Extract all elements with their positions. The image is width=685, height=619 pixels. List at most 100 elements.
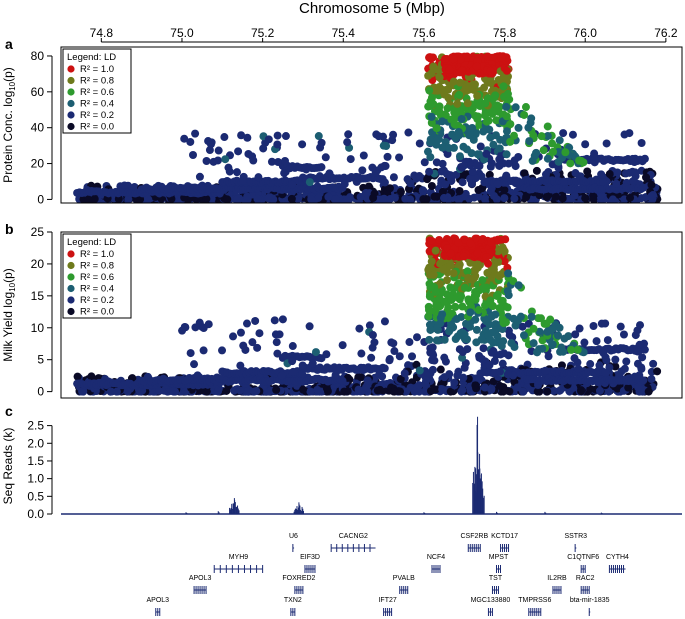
snp-point bbox=[323, 387, 332, 396]
snp-point bbox=[548, 147, 557, 156]
snp-point bbox=[480, 383, 489, 392]
snp-point bbox=[288, 342, 297, 351]
snp-point bbox=[456, 55, 465, 64]
y-tick-label: 80 bbox=[31, 49, 45, 63]
snp-point bbox=[254, 173, 263, 182]
snp-point bbox=[555, 323, 564, 332]
x-tick-label: 76.0 bbox=[574, 26, 598, 40]
snp-point bbox=[543, 387, 552, 396]
snp-point bbox=[479, 127, 488, 136]
legend-entry-label: R² = 0.6 bbox=[80, 87, 114, 98]
y-label-sub: 10 bbox=[8, 282, 17, 291]
snp-point bbox=[495, 144, 504, 153]
legend-entry-label: R² = 0.8 bbox=[80, 76, 114, 87]
snp-point bbox=[324, 192, 333, 201]
snp-point bbox=[520, 110, 529, 119]
snp-point bbox=[527, 312, 536, 321]
snp-point bbox=[457, 66, 466, 75]
snp-point bbox=[647, 375, 656, 384]
legend-title: Legend: LD bbox=[67, 52, 116, 63]
snp-point bbox=[427, 257, 436, 266]
snp-point bbox=[321, 153, 330, 162]
snp-point bbox=[288, 180, 297, 189]
snp-point bbox=[363, 376, 372, 385]
snp-point bbox=[581, 140, 590, 149]
snp-point bbox=[511, 103, 520, 112]
x-tick-label: 74.8 bbox=[90, 26, 114, 40]
snp-point bbox=[305, 322, 314, 331]
snp-point bbox=[334, 366, 343, 375]
data-points bbox=[73, 234, 662, 396]
y-tick-label: 0 bbox=[37, 385, 44, 399]
snp-point bbox=[471, 174, 480, 183]
snp-point bbox=[516, 312, 525, 321]
snp-point bbox=[592, 337, 601, 346]
snp-point bbox=[340, 387, 349, 396]
snp-point bbox=[402, 387, 411, 396]
snp-point bbox=[473, 249, 482, 258]
snp-point bbox=[458, 302, 467, 311]
snp-point bbox=[543, 154, 552, 163]
snp-point bbox=[443, 104, 452, 113]
snp-point bbox=[637, 364, 646, 373]
top-x-axis: 74.8 75.0 75.2 75.4 75.6 75.8 76.0 76.2 bbox=[90, 26, 678, 43]
snp-point bbox=[611, 355, 620, 364]
snp-point bbox=[494, 257, 503, 266]
snp-point bbox=[468, 167, 477, 176]
snp-point bbox=[485, 361, 494, 370]
snp-point bbox=[493, 180, 502, 189]
snp-point bbox=[620, 130, 629, 139]
snp-point bbox=[637, 139, 646, 148]
snp-point bbox=[605, 170, 614, 179]
snp-point bbox=[570, 354, 579, 363]
snp-point bbox=[445, 144, 454, 153]
snp-point bbox=[456, 78, 465, 87]
snp-point bbox=[604, 387, 613, 396]
legend-swatch bbox=[67, 99, 75, 108]
snp-point bbox=[441, 180, 450, 189]
snp-point bbox=[427, 69, 436, 78]
snp-point bbox=[566, 159, 575, 168]
snp-point bbox=[426, 101, 435, 110]
snp-point bbox=[468, 123, 477, 132]
legend-entry-label: R² = 0.0 bbox=[80, 307, 114, 318]
snp-point bbox=[78, 387, 87, 396]
snp-point bbox=[275, 330, 284, 339]
legend-swatch bbox=[67, 273, 75, 281]
legend-swatch bbox=[67, 261, 75, 270]
snp-point bbox=[202, 387, 211, 396]
plot-frame bbox=[60, 231, 683, 399]
snp-point bbox=[543, 131, 552, 140]
snp-point bbox=[494, 247, 503, 256]
y-label-tail: (p) bbox=[1, 268, 15, 283]
plot-frame bbox=[60, 46, 683, 204]
snp-point bbox=[527, 114, 536, 123]
snp-point bbox=[289, 367, 298, 376]
snp-point bbox=[401, 194, 410, 203]
snp-point bbox=[491, 91, 500, 100]
snp-point bbox=[644, 387, 653, 396]
legend-swatch bbox=[67, 111, 75, 119]
snp-point bbox=[429, 270, 438, 279]
snp-point bbox=[538, 344, 547, 353]
snp-point bbox=[368, 163, 377, 172]
snp-point bbox=[485, 320, 494, 329]
snp-point bbox=[466, 239, 475, 248]
x-tick-label: 75.0 bbox=[170, 26, 194, 40]
snp-point bbox=[255, 329, 264, 338]
snp-point bbox=[595, 361, 604, 370]
snp-point bbox=[432, 336, 441, 345]
snp-point bbox=[506, 137, 515, 146]
snp-point bbox=[640, 345, 649, 354]
snp-point bbox=[637, 194, 646, 203]
snp-point bbox=[302, 165, 311, 174]
snp-point bbox=[421, 380, 430, 389]
snp-point bbox=[123, 387, 132, 396]
snp-point bbox=[446, 283, 455, 292]
snp-point bbox=[106, 387, 115, 396]
snp-point bbox=[476, 142, 485, 151]
snp-point bbox=[621, 169, 630, 178]
snp-point bbox=[441, 55, 450, 64]
snp-point bbox=[433, 135, 442, 144]
